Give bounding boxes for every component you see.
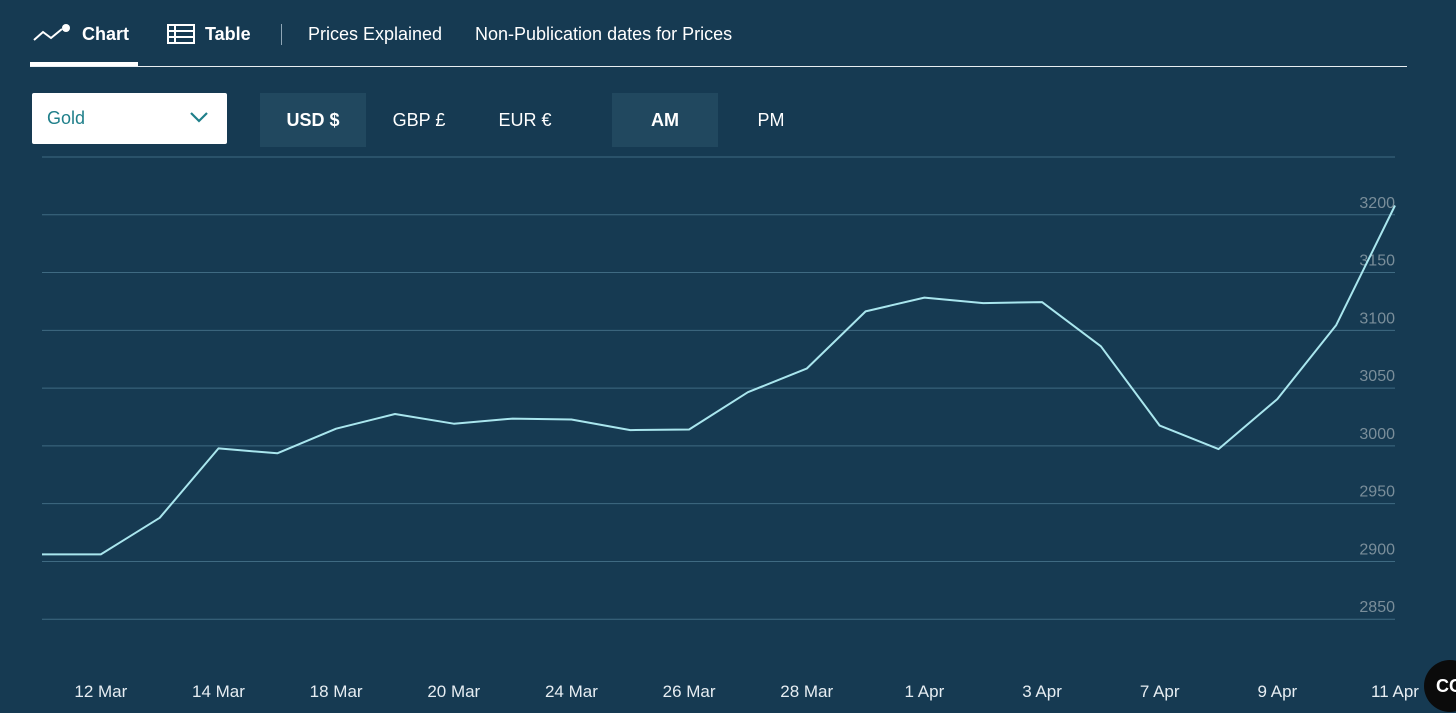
x-tick-label: 1 Apr	[905, 682, 945, 701]
data-point	[1158, 424, 1162, 428]
tab-divider	[281, 24, 282, 45]
series-line	[42, 205, 1396, 556]
x-tick-label: 28 Mar	[780, 682, 833, 701]
tab-chart[interactable]: Chart	[32, 20, 129, 48]
data-point	[746, 390, 750, 394]
x-tick-label: 20 Mar	[427, 682, 480, 701]
x-tick-label: 12 Mar	[74, 682, 127, 701]
currency-gbp-button[interactable]: GBP £	[392, 109, 446, 130]
data-point	[334, 427, 338, 431]
session-pm-button[interactable]: PM	[757, 109, 785, 130]
data-point	[687, 427, 691, 431]
tab-non-publication-dates[interactable]: Non-Publication dates for Prices	[475, 23, 733, 44]
data-point	[1217, 447, 1221, 451]
x-tick-label: 3 Apr	[1022, 682, 1062, 701]
tab-chart-label: Chart	[82, 23, 130, 44]
x-tick-label: 14 Mar	[192, 682, 245, 701]
tab-prices-explained[interactable]: Prices Explained	[308, 23, 443, 44]
data-point	[40, 552, 44, 556]
y-tick-label: 2850	[1359, 599, 1395, 616]
data-point	[99, 552, 103, 556]
data-point	[922, 296, 926, 300]
y-axis-labels: 2850 2900 2950 3000 3050 3100 3150 3200	[1359, 195, 1395, 616]
table-icon	[167, 24, 195, 44]
data-point	[1334, 323, 1338, 327]
x-tick-label: 9 Apr	[1257, 682, 1297, 701]
data-point	[1393, 204, 1397, 208]
x-tick-label: 24 Mar	[545, 682, 598, 701]
y-tick-label: 3050	[1359, 368, 1395, 385]
y-tick-label: 3150	[1359, 253, 1395, 270]
currency-usd-button[interactable]: USD $	[260, 93, 366, 147]
line-chart-icon	[32, 24, 72, 44]
view-tab-bar: Chart Table Prices Explained Non-Publica…	[30, 0, 1407, 67]
currency-eur-button[interactable]: EUR €	[498, 109, 552, 130]
data-point	[393, 412, 397, 416]
data-point	[1099, 344, 1103, 348]
tab-table[interactable]: Table	[167, 20, 251, 48]
data-point	[628, 428, 632, 432]
y-tick-label: 2950	[1359, 484, 1395, 501]
corner-chat-badge[interactable]: CC	[1424, 660, 1456, 712]
x-tick-label: 26 Mar	[663, 682, 716, 701]
data-point	[1275, 397, 1279, 401]
data-point	[158, 516, 162, 520]
data-point	[864, 309, 868, 313]
data-point	[511, 417, 515, 421]
data-point	[275, 451, 279, 455]
y-tick-label: 2900	[1359, 541, 1395, 558]
metal-select[interactable]: Gold	[32, 93, 227, 144]
tab-table-label: Table	[205, 23, 251, 44]
data-point	[1040, 300, 1044, 304]
chevron-down-icon	[189, 110, 209, 129]
x-tick-label: 7 Apr	[1140, 682, 1180, 701]
series-layer	[40, 204, 1397, 556]
metal-select-value: Gold	[47, 108, 86, 128]
x-tick-label: 11 Apr	[1371, 682, 1419, 701]
data-point	[452, 422, 456, 426]
x-tick-label: 18 Mar	[310, 682, 363, 701]
data-point	[216, 446, 220, 450]
y-tick-label: 3000	[1359, 426, 1395, 443]
x-axis-labels: 12 Mar 14 Mar 18 Mar 20 Mar 24 Mar 26 Mar 28 M…	[74, 682, 1419, 701]
data-point	[569, 418, 573, 422]
chart-grid	[42, 156, 1395, 620]
data-point	[805, 367, 809, 371]
active-tab-indicator	[30, 62, 138, 66]
data-point	[981, 301, 985, 305]
session-am-button[interactable]: AM	[612, 93, 718, 147]
y-tick-label: 3200	[1359, 195, 1395, 212]
y-tick-label: 3100	[1359, 310, 1395, 327]
